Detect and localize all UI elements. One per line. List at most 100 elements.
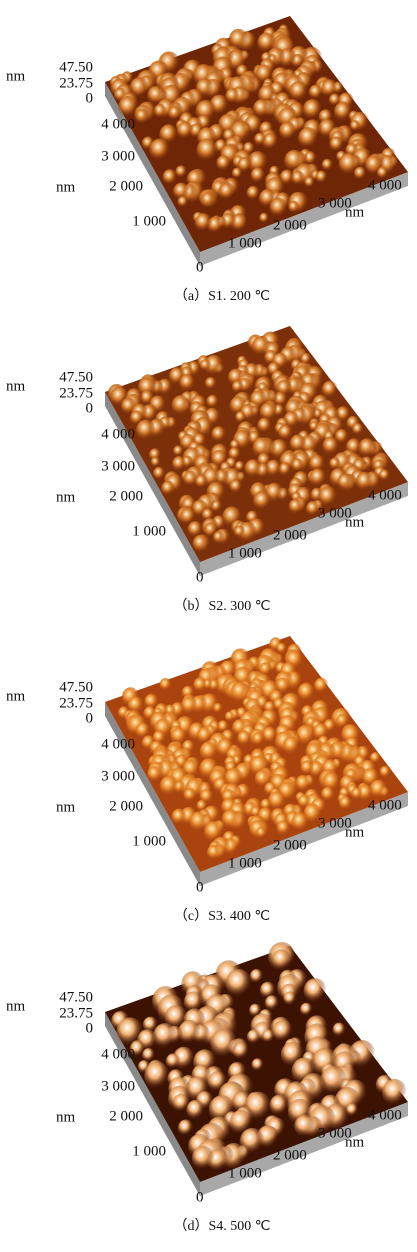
z-tick-label: 47.50 (59, 989, 93, 1005)
grain (256, 827, 267, 839)
x-tick-label: 4 000 (368, 1107, 402, 1123)
grain (161, 481, 175, 497)
x-tick-label: 2 000 (273, 837, 307, 853)
grain (200, 359, 212, 372)
y-unit: nm (56, 179, 76, 195)
grain (314, 678, 329, 694)
grain (205, 377, 217, 390)
grain (160, 678, 172, 691)
grain (237, 731, 252, 747)
grain (252, 732, 264, 745)
grain (179, 374, 195, 392)
grain (337, 474, 353, 492)
grain (333, 1023, 346, 1038)
grain (192, 535, 209, 554)
x-tick-label: 1 000 (228, 545, 262, 561)
grain (225, 711, 235, 722)
grain (234, 526, 246, 539)
x-tick-label: 4 000 (368, 797, 402, 813)
grain (229, 479, 242, 494)
x-tick-label: 2 000 (273, 217, 307, 233)
y-tick-label: 2 000 (109, 1108, 143, 1124)
y-tick-label: 4 000 (101, 426, 135, 442)
z-unit: nm (6, 68, 26, 84)
grain (253, 491, 272, 511)
z-unit: nm (6, 998, 26, 1014)
grain (247, 186, 261, 201)
grain (201, 192, 216, 209)
grain (172, 395, 191, 416)
z-tick-label: 23.75 (59, 75, 93, 91)
y-tick-label: 1 000 (132, 523, 166, 539)
origin-label: 0 (196, 1189, 204, 1205)
grain (300, 1003, 313, 1017)
y-tick-label: 1 000 (132, 1143, 166, 1159)
x-tick-label: 4 000 (368, 487, 402, 503)
x-tick-label: 2 000 (273, 527, 307, 543)
grain (304, 177, 315, 189)
grain (283, 736, 300, 755)
grain (304, 978, 327, 1003)
grain (330, 136, 344, 152)
grain (247, 1030, 261, 1045)
y-tick-label: 2 000 (109, 488, 143, 504)
grain (172, 456, 186, 472)
x-tick-label: 2 000 (273, 1147, 307, 1163)
grain (147, 766, 162, 782)
z-tick-label: 23.75 (59, 695, 93, 711)
z-tick-label: 0 (86, 710, 94, 726)
origin-label: 0 (196, 569, 204, 585)
grain (298, 683, 316, 702)
grain (172, 809, 187, 826)
grain (322, 437, 339, 456)
x-tick-label: 1 000 (228, 1165, 262, 1181)
grain (244, 459, 262, 478)
grain (354, 167, 367, 181)
grain (272, 949, 291, 970)
grain (210, 1029, 238, 1059)
grain (193, 677, 207, 692)
panel-caption: （c）S3. 400 ℃ (174, 908, 270, 924)
grain (184, 788, 197, 802)
y-tick-label: 3 000 (101, 768, 135, 784)
y-unit: nm (56, 799, 76, 815)
grain (135, 109, 149, 124)
grain (207, 845, 221, 861)
grain (149, 139, 170, 162)
grain (136, 420, 156, 442)
z-unit: nm (6, 378, 26, 394)
grain (289, 81, 308, 102)
grain (232, 380, 244, 393)
grain (279, 122, 297, 141)
grain (257, 418, 272, 434)
z-unit: nm (6, 688, 26, 704)
grain (382, 1079, 407, 1106)
y-tick-label: 3 000 (101, 148, 135, 164)
grain (322, 159, 334, 172)
grain (351, 788, 362, 801)
grain (178, 1120, 194, 1137)
grain (186, 1100, 205, 1121)
grain (259, 213, 269, 224)
grain (270, 198, 288, 218)
grain (309, 85, 323, 101)
y-unit: nm (56, 1109, 76, 1125)
x-tick-label: 1 000 (228, 235, 262, 251)
grain (277, 643, 287, 654)
grain (144, 1062, 170, 1090)
grain (173, 445, 184, 457)
grain (178, 196, 189, 208)
z-tick-label: 0 (86, 90, 94, 106)
grain (380, 766, 391, 779)
figure: nm47.5023.7504 0003 0002 0001 000nm01 00… (0, 0, 417, 1247)
grain (151, 457, 161, 468)
panel-caption: （a）S1. 200 ℃ (174, 288, 270, 304)
afm-panel: nm47.5023.7504 0003 0002 0001 000nm01 00… (6, 636, 408, 924)
grain (298, 127, 318, 149)
grain (283, 992, 296, 1006)
z-tick-label: 47.50 (59, 369, 93, 385)
y-tick-label: 2 000 (109, 798, 143, 814)
grain (316, 171, 328, 184)
grain (301, 760, 315, 775)
